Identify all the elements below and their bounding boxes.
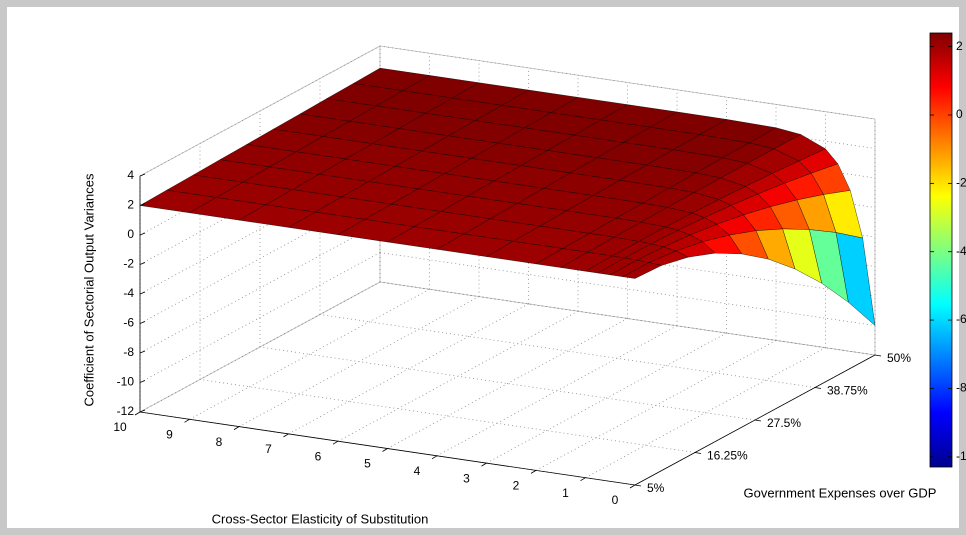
- tick-mark: [139, 409, 146, 413]
- grid-line: [139, 193, 381, 324]
- grid-line: [379, 281, 876, 356]
- x-tick-label: 5: [364, 457, 371, 471]
- tick-mark: [634, 484, 642, 487]
- x-tick-label: 8: [216, 435, 223, 449]
- tick-mark: [139, 203, 146, 206]
- x-tick-label: 1: [562, 486, 569, 500]
- grid-line: [319, 314, 816, 388]
- y-tick-label: 5%: [647, 481, 665, 495]
- tick-mark: [382, 448, 388, 452]
- grid-line: [199, 379, 696, 453]
- z-tick-label: 4: [127, 168, 134, 182]
- x-tick-label: 10: [113, 420, 127, 434]
- tick-mark: [139, 291, 146, 295]
- colorbar: [929, 32, 953, 468]
- tick-mark: [184, 418, 190, 423]
- z-tick-label: -6: [123, 316, 134, 330]
- x-tick-label: 6: [315, 449, 322, 463]
- y-tick-label: 27.5%: [767, 416, 801, 430]
- tick-mark: [283, 433, 289, 438]
- z-tick-label: -2: [123, 257, 134, 271]
- x-axis-label: Cross-Sector Elasticity of Substitution: [212, 511, 429, 526]
- tick-mark: [139, 350, 146, 354]
- z-tick-label: 0: [127, 227, 134, 241]
- grid-line: [259, 346, 756, 421]
- x-tick-label: 3: [463, 471, 470, 485]
- tick-mark: [431, 455, 438, 460]
- colorbar-tick-label: -6: [956, 312, 966, 326]
- tick-mark: [332, 440, 339, 445]
- tick-mark: [139, 380, 146, 383]
- x-tick-label: 9: [166, 427, 173, 441]
- tick-mark: [139, 262, 146, 265]
- z-tick-label: -10: [117, 375, 135, 389]
- axes: 0 1 2 3 4 5 6 7 8 9 10 5% 16.25% 27.5% 38.75% 50% -12 -10…: [113, 168, 911, 507]
- x-tick-label: 0: [612, 493, 619, 507]
- tick-mark: [530, 470, 537, 474]
- x-tick-label: 4: [414, 464, 421, 478]
- colorbar-tick-label: -4: [956, 244, 966, 258]
- grid-line: [585, 347, 826, 479]
- tick-mark: [754, 419, 762, 422]
- tick-mark: [629, 484, 636, 489]
- grid-line: [379, 222, 876, 297]
- grid-line: [139, 45, 381, 177]
- grid-line: [189, 288, 430, 420]
- tick-mark: [580, 477, 586, 482]
- y-tick-label: 16.25%: [707, 449, 748, 463]
- surface: [139, 67, 876, 327]
- tick-mark: [139, 173, 146, 177]
- grid-line: [139, 222, 381, 354]
- y-tick-label: 38.75%: [827, 384, 868, 398]
- tick-mark: [694, 452, 702, 454]
- surface-patch: [621, 262, 663, 279]
- colorbar-tick-label: -10: [956, 449, 966, 463]
- tick-mark: [481, 462, 487, 467]
- axis-line: [139, 411, 636, 486]
- tick-mark: [814, 387, 822, 389]
- grid-line: [387, 318, 628, 449]
- x-tick-label: 2: [513, 479, 520, 493]
- grid-line: [486, 332, 727, 464]
- tick-mark: [874, 354, 882, 357]
- z-tick-label: -4: [123, 286, 134, 300]
- colorbar-tick-label: 0: [956, 107, 963, 121]
- grid-line: [379, 281, 876, 356]
- grid-line: [288, 303, 529, 435]
- z-tick-label: -8: [123, 345, 134, 359]
- tick-mark: [139, 321, 146, 324]
- tick-mark: [233, 426, 240, 430]
- grid-line: [139, 281, 381, 413]
- axis-line: [634, 354, 876, 486]
- colorbar-tick-label: -2: [956, 176, 966, 190]
- y-tick-label: 50%: [887, 351, 911, 365]
- grid-line: [139, 252, 381, 383]
- z-tick-label: 2: [127, 198, 134, 212]
- tick-mark: [139, 232, 146, 236]
- y-axis-label: Government Expenses over GDP: [744, 485, 937, 500]
- colorbar-tick-label: 2: [956, 39, 963, 53]
- colorbar-axis: -10 -8 -6 -4 -2 0 2: [930, 39, 966, 463]
- colorbar-tick-label: -8: [956, 381, 966, 395]
- grid-line: [379, 252, 876, 326]
- grid-line: [139, 163, 381, 295]
- z-axis-label: Coefficient of Sectorial Output Variance…: [81, 173, 96, 406]
- tick-mark: [134, 411, 141, 416]
- x-tick-label: 7: [265, 442, 272, 456]
- z-tick-label: -12: [117, 404, 135, 418]
- grid-line: [379, 45, 876, 120]
